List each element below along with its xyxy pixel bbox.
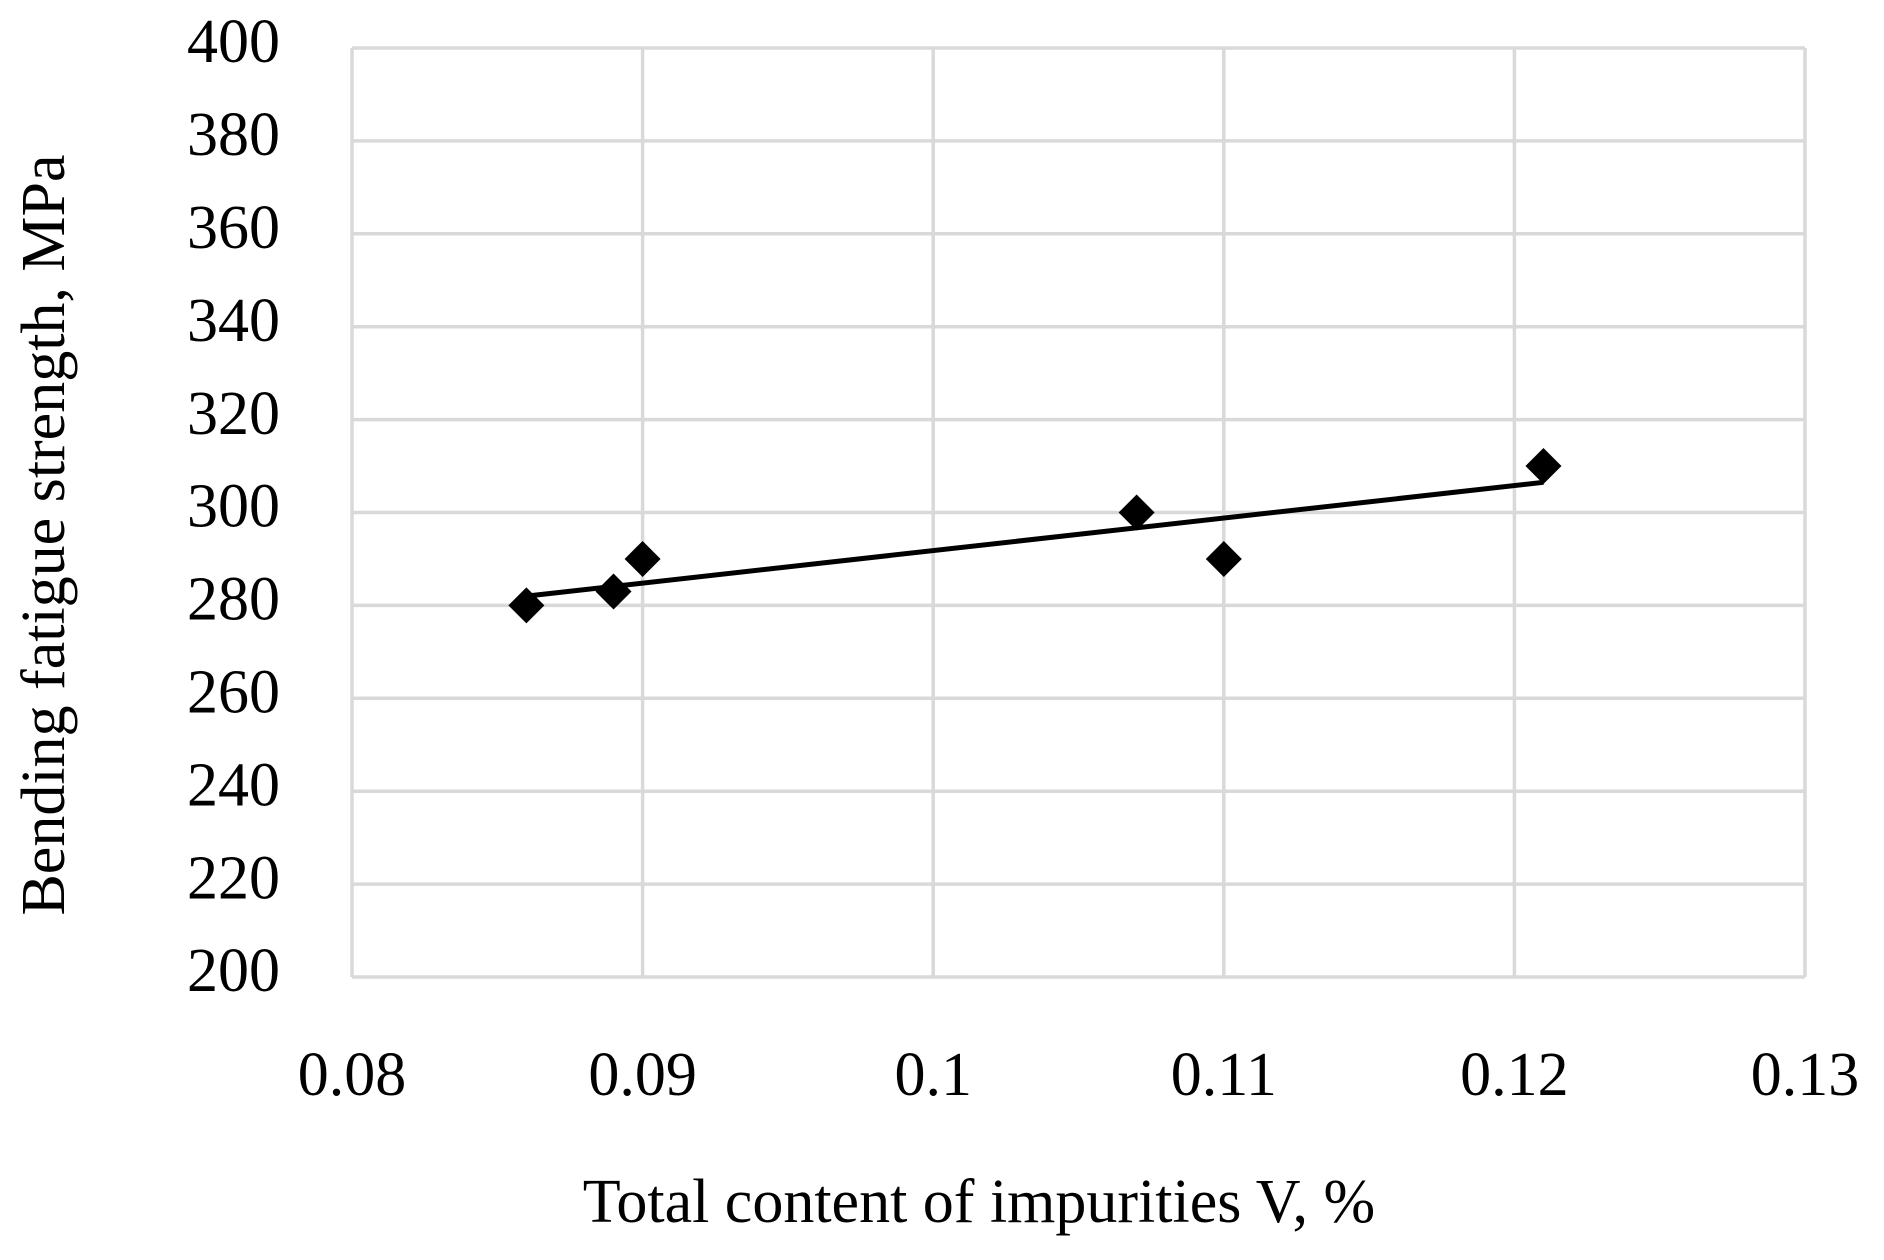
x-tick-label: 0.11 [1171,1041,1277,1109]
x-tick-label: 0.1 [894,1041,972,1109]
data-point [1118,494,1155,531]
x-tick-label: 0.12 [1460,1041,1569,1109]
y-tick-label: 400 [187,8,280,76]
y-tick-label: 340 [187,287,280,355]
data-point [1525,448,1562,485]
x-tick-label: 0.13 [1751,1041,1860,1109]
y-tick-label: 280 [187,566,280,634]
y-axis-title: Bending fatigue strength, MPa [10,154,78,915]
y-tick-label: 360 [187,194,280,262]
data-point [508,587,545,624]
y-tick-label: 200 [187,937,280,1005]
x-tick-label: 0.08 [298,1041,407,1109]
data-point [1205,540,1242,577]
y-tick-label: 240 [187,751,280,819]
y-tick-label: 320 [187,380,280,448]
x-axis-title: Total content of impurities V, % [583,1168,1375,1236]
y-tick-label: 300 [187,473,280,541]
x-tick-label: 0.09 [588,1041,697,1109]
data-point [624,540,661,577]
y-tick-label: 380 [187,101,280,169]
trendline [526,479,1544,599]
y-tick-label: 220 [187,844,280,912]
y-tick-label: 260 [187,659,280,727]
data-point [595,573,632,610]
